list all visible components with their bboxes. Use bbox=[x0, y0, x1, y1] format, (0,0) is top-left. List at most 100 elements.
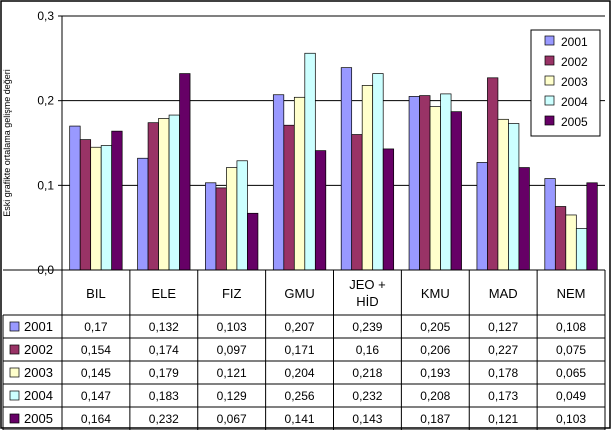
y-axis-title: Eski grafikte ortalama gelişme değeri bbox=[2, 69, 12, 217]
legend-swatch bbox=[544, 35, 555, 46]
y-tick-label: 0,2 bbox=[37, 94, 54, 108]
table-row-swatch bbox=[9, 344, 20, 355]
bar bbox=[69, 125, 81, 271]
table-value: 0,103 bbox=[556, 412, 586, 426]
table-value: 0,141 bbox=[285, 412, 315, 426]
table-value: 0,256 bbox=[285, 389, 315, 403]
bar bbox=[147, 122, 159, 271]
table-value: 0,207 bbox=[285, 320, 315, 334]
bar bbox=[429, 106, 441, 271]
table-value: 0,208 bbox=[420, 389, 450, 403]
bar bbox=[137, 157, 149, 271]
bar bbox=[450, 111, 462, 271]
table-value: 0,145 bbox=[81, 366, 111, 380]
table-value: 0,121 bbox=[488, 412, 518, 426]
bar bbox=[283, 124, 295, 271]
table-row-label: 2004 bbox=[24, 388, 53, 403]
legend-label: 2005 bbox=[561, 115, 588, 129]
table-value: 0,129 bbox=[217, 389, 247, 403]
table-value: 0,171 bbox=[285, 343, 315, 357]
table-row-label: 2003 bbox=[24, 365, 53, 380]
category-label: GMU bbox=[284, 286, 314, 301]
bar bbox=[419, 95, 431, 271]
table-value: 0,132 bbox=[149, 320, 179, 334]
legend-swatch bbox=[544, 95, 555, 106]
bar bbox=[100, 145, 113, 271]
table-value: 0,227 bbox=[488, 343, 518, 357]
table-value: 0,193 bbox=[420, 366, 450, 380]
table-value: 0,183 bbox=[149, 389, 179, 403]
table-row-swatch bbox=[9, 413, 20, 424]
table-value: 0,065 bbox=[556, 366, 586, 380]
table-value: 0,127 bbox=[488, 320, 518, 334]
table-value: 0,232 bbox=[149, 412, 179, 426]
table-value: 0,147 bbox=[81, 389, 111, 403]
bar bbox=[304, 52, 316, 271]
bar bbox=[508, 123, 520, 271]
y-tick-label: 0,1 bbox=[37, 178, 54, 192]
table-value: 0,206 bbox=[420, 343, 450, 357]
category-label: MAD bbox=[489, 286, 518, 301]
bar bbox=[544, 178, 556, 271]
table-value: 0,218 bbox=[352, 366, 382, 380]
legend-label: 2001 bbox=[561, 35, 588, 49]
category-label: ELE bbox=[152, 286, 177, 301]
bar bbox=[408, 96, 420, 271]
table-row-label: 2001 bbox=[24, 319, 53, 334]
bar bbox=[314, 150, 327, 271]
bar bbox=[247, 212, 259, 271]
legend-swatch bbox=[544, 75, 555, 86]
table-value: 0,164 bbox=[81, 412, 111, 426]
bar bbox=[90, 146, 102, 271]
table-value: 0,179 bbox=[149, 366, 179, 380]
bar bbox=[215, 187, 227, 271]
table-value: 0,204 bbox=[285, 366, 315, 380]
table-row-swatch bbox=[9, 390, 20, 401]
legend-swatch bbox=[544, 115, 555, 126]
bar bbox=[565, 214, 577, 271]
legend-label: 2004 bbox=[561, 95, 588, 109]
table-value: 0,067 bbox=[217, 412, 247, 426]
bar bbox=[351, 134, 363, 271]
bar bbox=[372, 73, 384, 271]
bar bbox=[440, 93, 452, 271]
bar bbox=[293, 96, 306, 271]
table-value: 0,121 bbox=[217, 366, 247, 380]
bar bbox=[340, 67, 353, 271]
table-value: 0,143 bbox=[352, 412, 382, 426]
table-value: 0,049 bbox=[556, 389, 586, 403]
table-value: 0,232 bbox=[352, 389, 382, 403]
bar bbox=[205, 182, 217, 271]
table-row-label: 2002 bbox=[24, 342, 53, 357]
table-row-swatch bbox=[9, 367, 20, 378]
bar bbox=[497, 118, 509, 271]
table-value: 0,173 bbox=[488, 389, 518, 403]
bar bbox=[79, 139, 92, 271]
table-value: 0,187 bbox=[420, 412, 450, 426]
category-label: JEO + bbox=[349, 277, 386, 292]
legend-box bbox=[530, 29, 601, 137]
table-row-swatch bbox=[9, 321, 20, 332]
bar bbox=[168, 114, 180, 271]
table-value: 0,103 bbox=[217, 320, 247, 334]
table-value: 0,174 bbox=[149, 343, 179, 357]
table-value: 0,239 bbox=[352, 320, 382, 334]
table-value: 0,205 bbox=[420, 320, 450, 334]
table-value: 0,16 bbox=[356, 343, 380, 357]
bar bbox=[158, 118, 170, 271]
category-label: NEM bbox=[557, 286, 586, 301]
bar bbox=[575, 228, 588, 271]
table-value: 0,178 bbox=[488, 366, 518, 380]
y-tick-label: 0,3 bbox=[37, 9, 54, 23]
table-value: 0,108 bbox=[556, 320, 586, 334]
bar bbox=[487, 77, 499, 271]
bar bbox=[586, 182, 598, 271]
legend-label: 2002 bbox=[561, 55, 588, 69]
category-label: FIZ bbox=[222, 286, 242, 301]
category-label: BIL bbox=[86, 286, 106, 301]
table-value: 0,097 bbox=[217, 343, 247, 357]
table-value: 0,154 bbox=[81, 343, 111, 357]
